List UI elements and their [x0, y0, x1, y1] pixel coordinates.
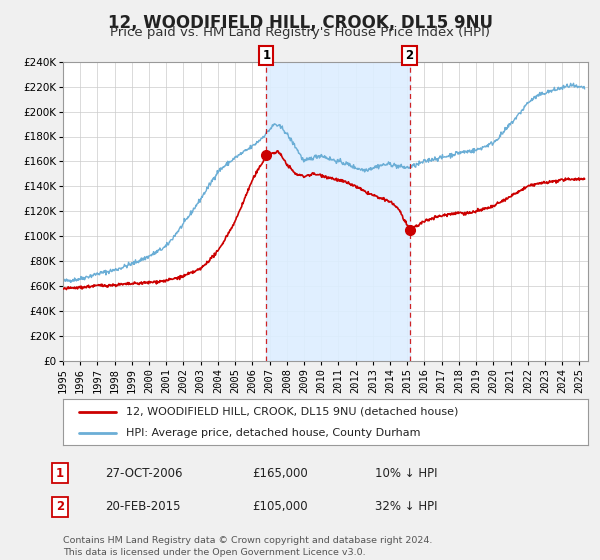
Text: 12, WOODIFIELD HILL, CROOK, DL15 9NU (detached house): 12, WOODIFIELD HILL, CROOK, DL15 9NU (de… [126, 407, 458, 417]
Text: 1: 1 [56, 466, 64, 480]
Text: 27-OCT-2006: 27-OCT-2006 [105, 466, 182, 480]
Text: 20-FEB-2015: 20-FEB-2015 [105, 500, 181, 514]
Text: 1: 1 [262, 49, 271, 62]
Bar [266, 62, 410, 361]
Text: £105,000: £105,000 [252, 500, 308, 514]
Text: £165,000: £165,000 [252, 466, 308, 480]
Text: 10% ↓ HPI: 10% ↓ HPI [375, 466, 437, 480]
Text: 32% ↓ HPI: 32% ↓ HPI [375, 500, 437, 514]
Text: Price paid vs. HM Land Registry's House Price Index (HPI): Price paid vs. HM Land Registry's House … [110, 26, 490, 39]
Text: Contains HM Land Registry data © Crown copyright and database right 2024.
This d: Contains HM Land Registry data © Crown c… [63, 536, 433, 557]
Text: HPI: Average price, detached house, County Durham: HPI: Average price, detached house, Coun… [126, 428, 421, 438]
Text: 12, WOODIFIELD HILL, CROOK, DL15 9NU: 12, WOODIFIELD HILL, CROOK, DL15 9NU [107, 14, 493, 32]
Text: 2: 2 [406, 49, 413, 62]
Text: 2: 2 [56, 500, 64, 514]
